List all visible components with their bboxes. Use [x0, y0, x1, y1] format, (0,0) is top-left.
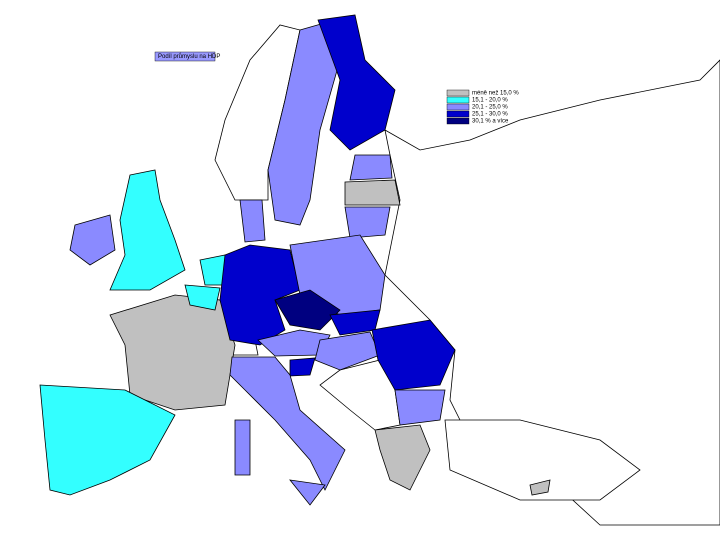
lithuania	[344, 206, 391, 239]
romania	[371, 319, 456, 391]
turkey	[444, 419, 641, 501]
greece	[374, 424, 431, 491]
title-box	[154, 51, 216, 62]
finland	[317, 14, 396, 151]
sardinia	[234, 419, 251, 476]
legend-swatch	[446, 96, 470, 104]
legend-swatch	[446, 89, 470, 97]
netherlands	[199, 254, 226, 286]
bulgaria	[394, 389, 446, 426]
ireland	[69, 214, 116, 266]
legend-label: 15,1 - 20,0 %	[472, 98, 508, 104]
legend-swatch	[446, 117, 470, 125]
legend-label: 25,1 - 30,0 %	[472, 112, 508, 118]
latvia	[344, 179, 401, 206]
estonia	[349, 154, 393, 181]
non-eu-borders	[214, 24, 720, 526]
map-title: Podíl průmyslu na HDP	[158, 53, 220, 60]
legend: méně než 15,0 %15,1 - 20,0 %20,1 - 25,0 …	[446, 89, 519, 125]
slovenia	[289, 357, 316, 377]
czechia	[274, 289, 341, 331]
italy	[229, 356, 346, 491]
legend-swatch	[446, 110, 470, 118]
sicily	[289, 479, 326, 506]
iberia	[39, 384, 176, 496]
belgium	[184, 284, 221, 311]
legend-label: 30,1 % a více	[472, 119, 509, 125]
denmark	[239, 199, 266, 243]
legend-swatch	[446, 103, 470, 111]
eu-countries	[39, 14, 551, 506]
legend-label: méně než 15,0 %	[472, 91, 519, 97]
legend-label: 20,1 - 25,0 %	[472, 105, 508, 111]
germany	[219, 244, 301, 346]
hungary	[314, 331, 381, 371]
cyprus	[529, 479, 551, 496]
uk	[109, 169, 186, 291]
